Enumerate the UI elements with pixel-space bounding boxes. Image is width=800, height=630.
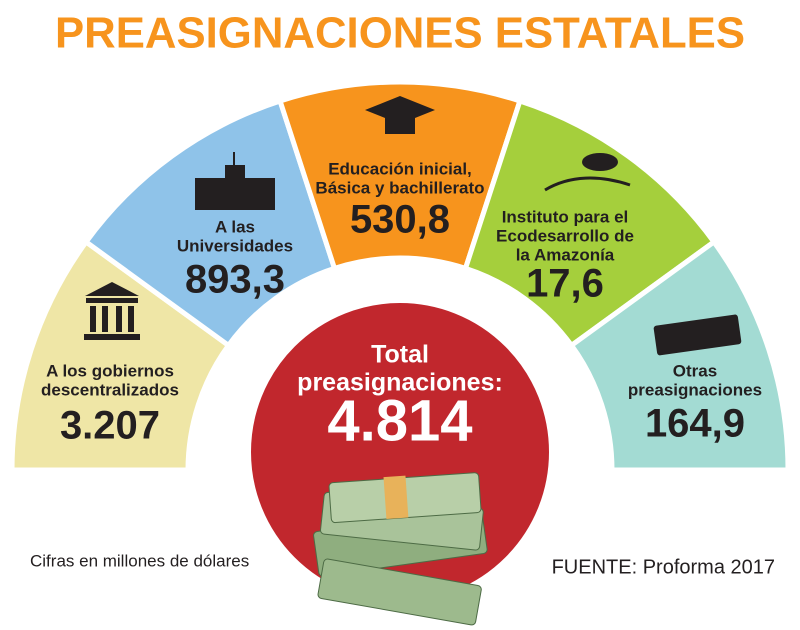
note: Cifras en millones de dólares bbox=[30, 551, 249, 570]
icons bbox=[84, 96, 742, 356]
segment-value: 893,3 bbox=[185, 258, 285, 302]
segment-value: 530,8 bbox=[350, 198, 450, 242]
total-label: preasignaciones: bbox=[297, 369, 503, 397]
segment-value: 17,6 bbox=[526, 262, 604, 306]
segment-label: Universidades bbox=[177, 236, 293, 255]
segment-label: Educación inicial, bbox=[328, 159, 472, 178]
ring bbox=[9, 79, 791, 473]
segment-label: Otras bbox=[673, 361, 717, 380]
source: FUENTE: Proforma 2017 bbox=[552, 556, 775, 578]
segment-label: A los gobiernos bbox=[46, 361, 174, 380]
total-value: 4.814 bbox=[327, 388, 472, 453]
segment-label: A las bbox=[215, 217, 255, 236]
segment-label: descentralizados bbox=[41, 380, 179, 399]
total-label: Total bbox=[371, 341, 429, 369]
segment-value: 164,9 bbox=[645, 402, 745, 446]
title: PREASIGNACIONES ESTATALES bbox=[55, 9, 745, 58]
segment-label: Básica y bachillerato bbox=[315, 178, 484, 197]
segment-label: la Amazonía bbox=[516, 245, 615, 264]
money-stack bbox=[313, 472, 488, 626]
segment bbox=[568, 238, 791, 473]
segment-label: Instituto para el bbox=[502, 207, 629, 226]
segment-label: Ecodesarrollo de bbox=[496, 226, 634, 245]
segment-label: preasignaciones bbox=[628, 380, 762, 399]
segment-value: 3.207 bbox=[60, 404, 160, 448]
